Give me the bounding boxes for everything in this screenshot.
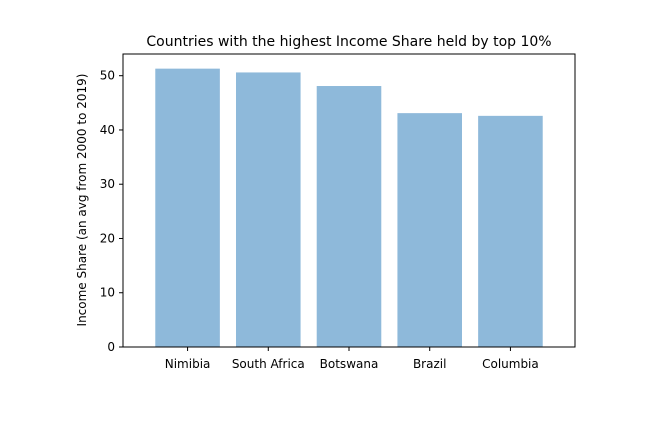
y-tick-label: 20 bbox=[100, 231, 115, 245]
plot-frame bbox=[122, 53, 576, 348]
bar-columbia bbox=[478, 115, 543, 347]
y-tick-label: 10 bbox=[100, 286, 115, 300]
x-tick-label: Nimibia bbox=[165, 357, 211, 371]
y-tick-label: 30 bbox=[100, 177, 115, 191]
bar-south-africa bbox=[236, 72, 301, 347]
bar-brazil bbox=[397, 113, 462, 347]
bar-botswana bbox=[316, 86, 382, 347]
x-tick-label: Brazil bbox=[413, 357, 447, 371]
y-axis-label: Income Share (an avg from 2000 to 2019) bbox=[75, 74, 89, 327]
bars-group bbox=[155, 68, 543, 348]
y-tick-label: 40 bbox=[100, 123, 115, 137]
chart-title: Countries with the highest Income Share … bbox=[146, 34, 551, 50]
y-axis-ticks: 0 10 20 30 40 50 bbox=[100, 69, 123, 354]
y-tick-label: 0 bbox=[107, 340, 115, 354]
x-tick-label: Columbia bbox=[482, 357, 539, 371]
x-axis-ticks: Nimibia South Africa Botswana Brazil Columbi… bbox=[165, 347, 539, 371]
bar-nimibia bbox=[155, 68, 220, 348]
x-tick-label: Botswana bbox=[320, 357, 379, 371]
y-tick-label: 50 bbox=[100, 69, 115, 83]
x-tick-label: South Africa bbox=[232, 357, 305, 371]
